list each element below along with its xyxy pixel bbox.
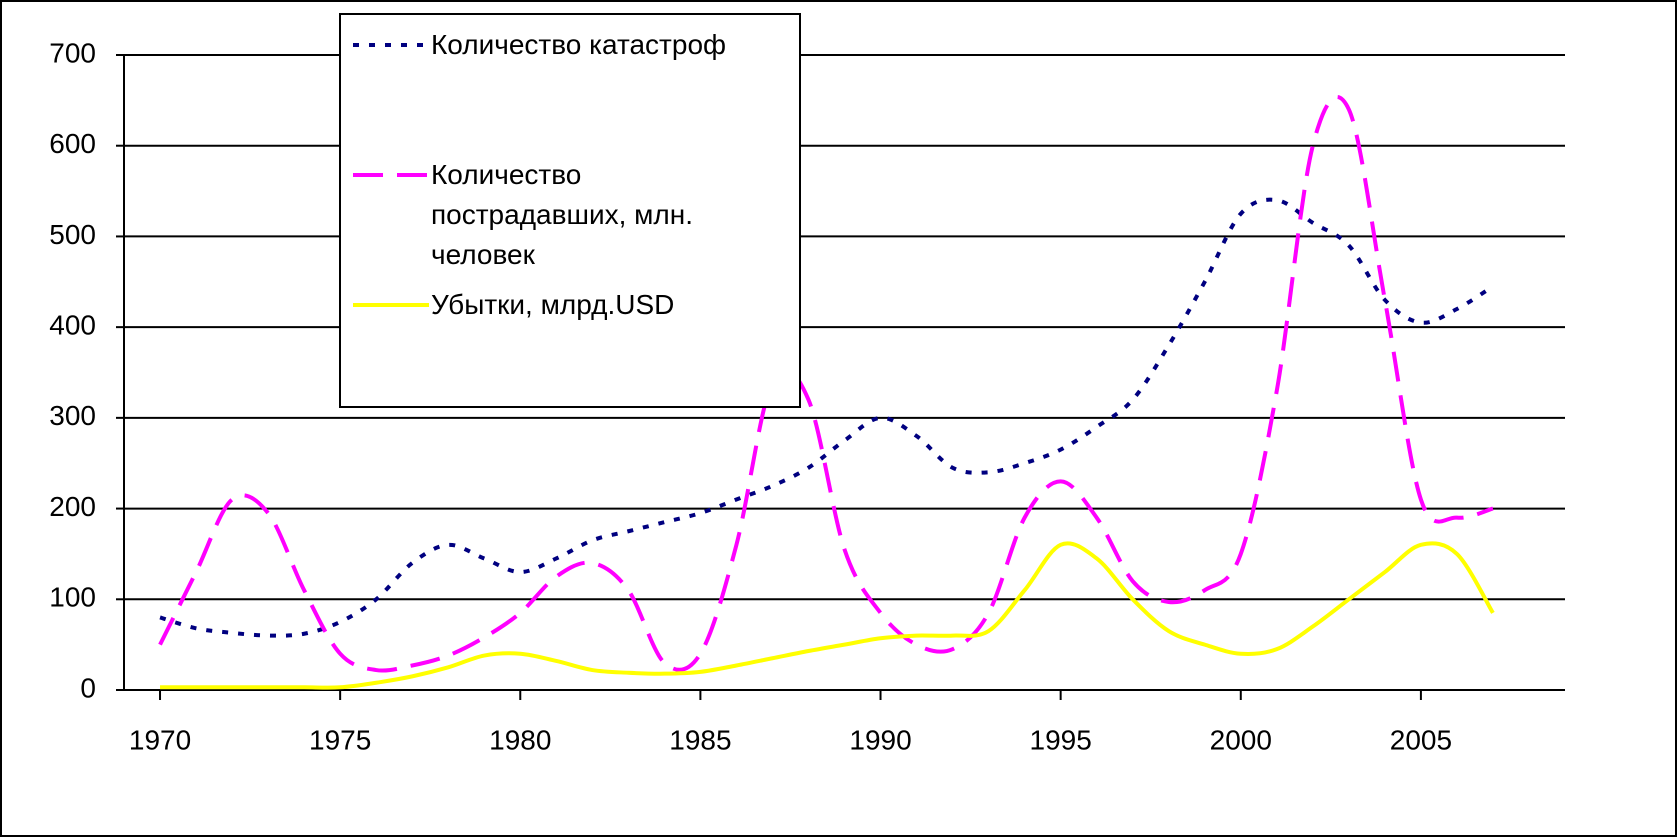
y-tick-label: 100 <box>49 582 96 613</box>
x-tick-label: 1990 <box>849 724 911 755</box>
y-tick-label: 700 <box>49 37 96 68</box>
legend-swatch <box>353 173 429 177</box>
series-line <box>158 95 1494 673</box>
y-tick-label: 200 <box>49 491 96 522</box>
x-tick-label: 1985 <box>669 724 731 755</box>
y-tick-label: 0 <box>80 672 96 703</box>
y-tick-label: 400 <box>49 310 96 341</box>
x-tick-label: 1995 <box>1030 724 1092 755</box>
y-tick-label: 500 <box>49 219 96 250</box>
legend-entry: Количество катастроф <box>351 25 771 65</box>
x-tick-label: 2000 <box>1210 724 1272 755</box>
y-tick-label: 600 <box>49 128 96 159</box>
series-line <box>159 197 1495 638</box>
legend-label: Убытки, млрд.USD <box>431 289 675 320</box>
x-tick-label: 1970 <box>129 724 191 755</box>
series-line <box>160 541 1495 690</box>
legend: Количество катастроф Количество пострадав… <box>339 13 801 408</box>
x-tick-label: 2005 <box>1390 724 1452 755</box>
legend-swatch <box>353 303 429 307</box>
y-tick-label: 300 <box>49 400 96 431</box>
x-tick-label: 1975 <box>309 724 371 755</box>
x-tick-label: 1980 <box>489 724 551 755</box>
legend-entry: Количество пострадавших, млн. человек <box>351 155 771 275</box>
legend-label: Количество катастроф <box>431 29 727 60</box>
legend-label: Количество пострадавших, млн. человек <box>431 159 693 270</box>
legend-swatch <box>353 43 429 47</box>
legend-entry: Убытки, млрд.USD <box>351 285 771 325</box>
